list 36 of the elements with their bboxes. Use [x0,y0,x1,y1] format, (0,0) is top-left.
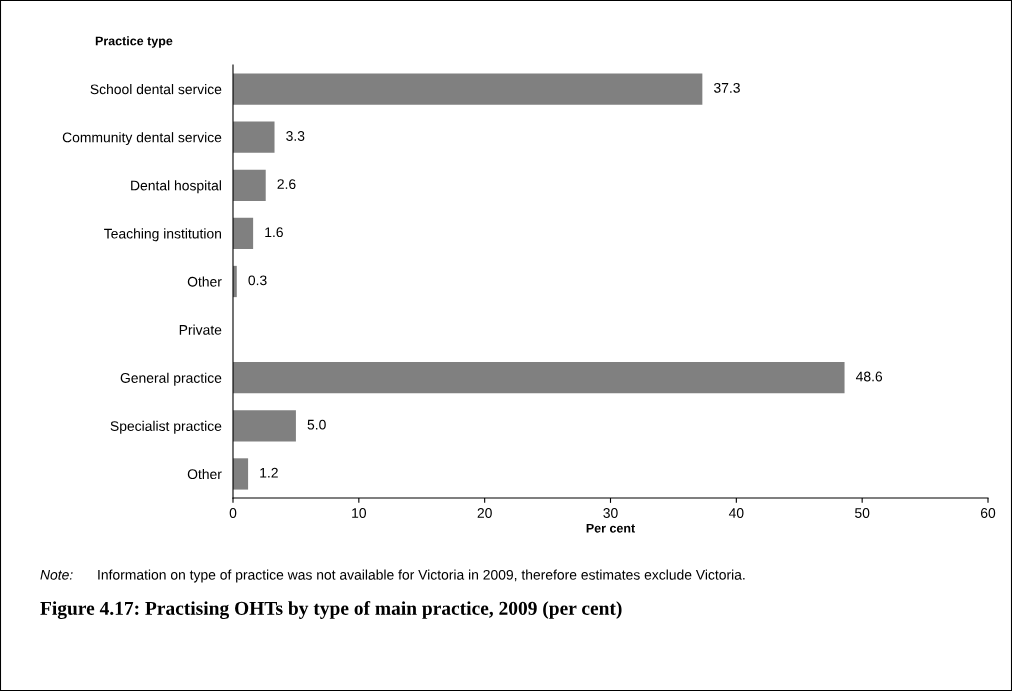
y-axis-title: Practice type [95,36,173,48]
y-tick-label: Private [179,324,222,335]
bar [233,73,703,105]
y-tick-label: Dental hospital [131,180,221,194]
x-tick-label: 0 [229,508,237,518]
x-tick-label: 30 [603,508,618,518]
data-label: 3.3 [286,131,305,141]
y-tick-label: Other [187,276,222,287]
text: Information on type of practice was not available for Victoria in 2009, therefore estimates exclude Victoria. [98,569,745,583]
data-label: 37.3 [714,82,740,93]
x-tick-label: 10 [352,508,367,518]
data-label: 1.2 [260,467,278,478]
y-tick-label: Community dental service [62,132,222,146]
text: Figure 4.17: Practising OHTs by type of main practice, 2009 (per cent) [40,601,622,619]
x-tick-label: 50 [855,508,870,518]
y-tick-label: General practice [120,372,222,386]
data-label: 2.6 [277,179,296,190]
y-tick-label: Teaching institution [104,228,221,242]
text: Note: [40,570,73,580]
x-tick-label: 40 [728,508,744,518]
y-tick-label: School dental service [90,84,222,95]
bar [233,169,266,201]
x-axis-title: Per cent [586,523,636,533]
y-tick-label: Specialist practice [110,420,222,434]
data-label: 0.3 [248,275,267,286]
bar [233,121,275,153]
data-label: 48.6 [855,371,883,382]
data-label: 1.6 [265,227,283,238]
bar [233,362,845,394]
bar [233,458,249,490]
x-tick-label: 20 [477,508,492,518]
x-tick-label: 60 [980,508,996,518]
bar [233,217,254,250]
y-tick-label: Other [187,468,222,480]
bar [233,410,296,442]
data-label: 5.0 [307,419,326,430]
